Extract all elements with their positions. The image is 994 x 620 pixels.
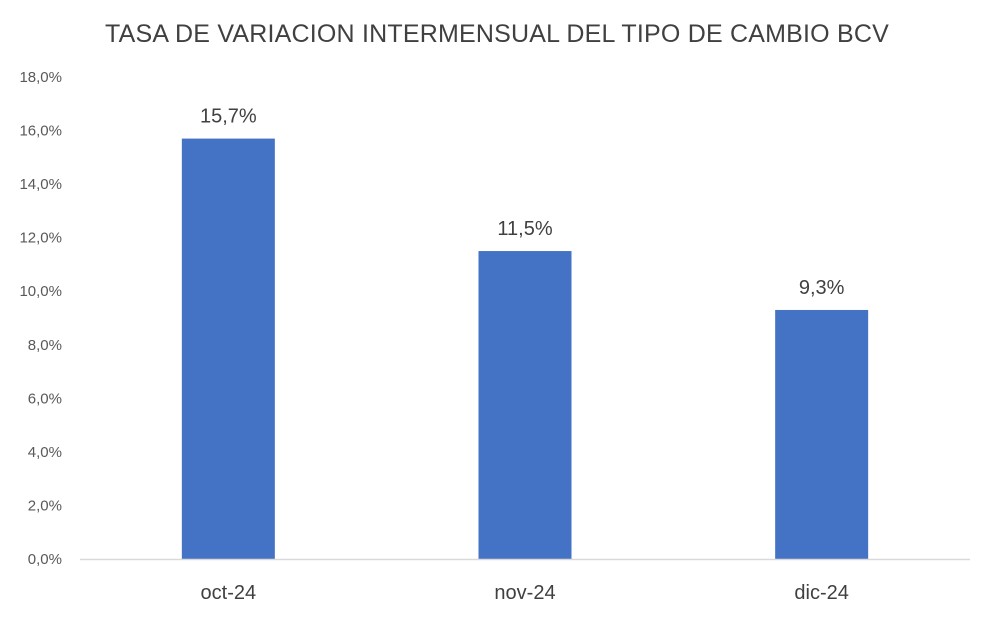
y-tick-label: 12,0%	[19, 230, 62, 247]
y-tick-label: 4,0%	[28, 444, 62, 461]
y-tick-label: 16,0%	[19, 123, 62, 140]
x-tick-label: oct-24	[201, 582, 257, 604]
bar-nov-24	[478, 251, 572, 560]
x-tick-label: nov-24	[494, 582, 555, 604]
x-tick-label: dic-24	[794, 582, 848, 604]
data-label: 9,3%	[799, 277, 845, 299]
chart-title: TASA DE VARIACION INTERMENSUAL DEL TIPO …	[105, 20, 889, 48]
data-label: 15,7%	[200, 106, 257, 128]
y-tick-label: 8,0%	[28, 337, 62, 354]
y-tick-label: 6,0%	[28, 390, 62, 407]
bar-dic-24	[775, 309, 869, 559]
y-tick-label: 2,0%	[28, 497, 62, 514]
bar-oct-24	[181, 138, 275, 560]
y-tick-label: 14,0%	[19, 176, 62, 193]
y-tick-label: 0,0%	[28, 551, 62, 568]
data-label: 11,5%	[497, 218, 552, 240]
y-tick-label: 10,0%	[19, 283, 62, 300]
y-tick-label: 18,0%	[19, 69, 62, 86]
